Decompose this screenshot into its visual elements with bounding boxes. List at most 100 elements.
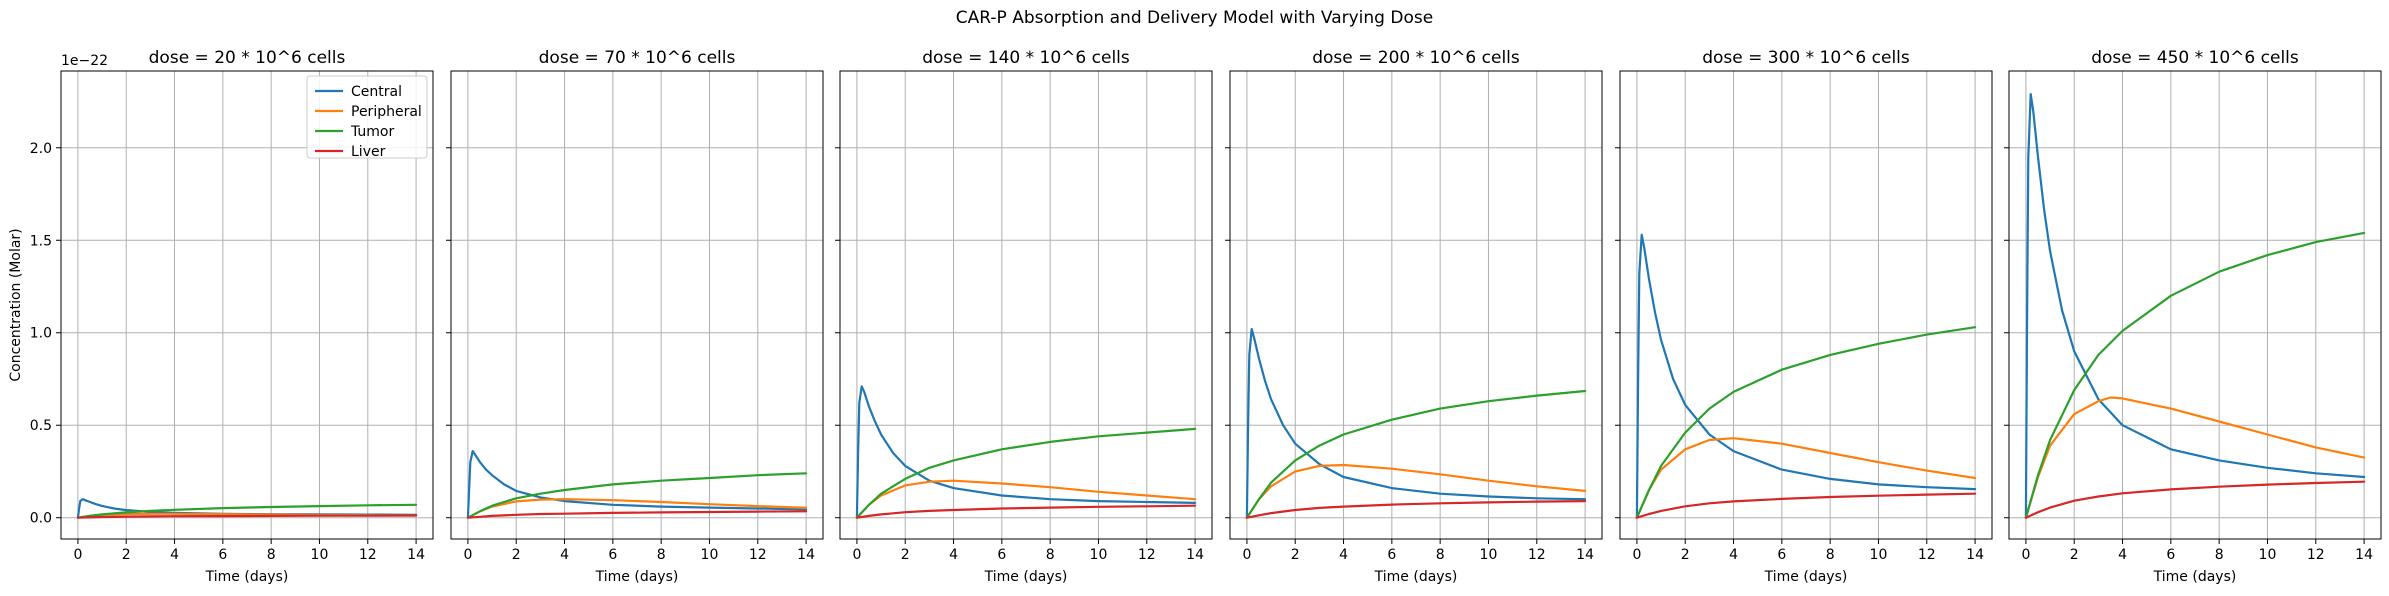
x-tick-label: 8 [2215, 547, 2224, 563]
x-tick-label: 0 [463, 547, 472, 563]
x-tick-label: 2 [2070, 547, 2079, 563]
y-tick-label: 1.5 [30, 233, 52, 249]
chart-panel-2: 0 2 4 6 8 10 12 14 dose = 70 * 10^6 cells Time (d… [446, 48, 824, 585]
x-tick-label: 10 [1480, 547, 1498, 563]
x-tick-label: 4 [949, 547, 958, 563]
x-tick-label: 6 [2166, 547, 2175, 563]
series-line-tumor [466, 472, 808, 519]
series-line-liver [2024, 480, 2366, 519]
x-tick-label: 4 [2118, 547, 2127, 563]
series-line-tumor [76, 503, 418, 519]
x-tick-label: 2 [901, 547, 910, 563]
x-tick-label: 12 [2307, 547, 2325, 563]
series-line-central [1635, 233, 1977, 519]
plot-frame [450, 70, 824, 540]
figure-title: CAR-P Absorption and Delivery Model with… [956, 8, 1433, 28]
x-tick-label: 10 [311, 547, 329, 563]
series-line-central [855, 385, 1197, 519]
x-tick-label: 8 [1046, 547, 1055, 563]
plot-frame [1229, 70, 1603, 540]
x-tick-label: 2 [512, 547, 521, 563]
gridlines [1230, 71, 1602, 539]
x-tick-label: 0 [73, 547, 82, 563]
x-tick-label: 4 [170, 547, 179, 563]
gridlines [840, 71, 1212, 539]
series-line-central [2024, 92, 2366, 519]
chart-panel-5: 0 2 4 6 8 10 12 14 dose = 300 * 10^6 cells Time (… [1615, 48, 1993, 585]
x-tick-label: 2 [1681, 547, 1690, 563]
series-line-liver [76, 514, 418, 519]
series-line-liver [466, 510, 808, 519]
x-tick-label: 12 [1528, 547, 1546, 563]
x-tick-label: 6 [218, 547, 227, 563]
gridlines [2009, 71, 2381, 539]
plot-frame [60, 70, 434, 540]
x-axis-label: Time (days) [205, 569, 289, 585]
panel-title: dose = 70 * 10^6 cells [539, 48, 736, 68]
series-line-peripheral [2024, 396, 2366, 519]
x-tick-label: 8 [657, 547, 666, 563]
series-line-peripheral [1245, 463, 1587, 519]
series-line-tumor [855, 427, 1197, 519]
y-tick-label: 0.0 [30, 511, 52, 527]
legend-label-peripheral: Peripheral [351, 104, 422, 120]
x-tick-label: 8 [1436, 547, 1445, 563]
panel-title: dose = 20 * 10^6 cells [149, 48, 346, 68]
series-line-central [1245, 327, 1587, 519]
x-axis-label: Time (days) [984, 569, 1068, 585]
x-tick-label: 0 [2021, 547, 2030, 563]
y-tick-label: 2.0 [30, 141, 52, 157]
x-tick-label: 10 [701, 547, 719, 563]
x-tick-label: 2 [122, 547, 131, 563]
x-tick-label: 14 [2355, 547, 2373, 563]
series-line-tumor [1245, 389, 1587, 519]
x-tick-label: 12 [749, 547, 767, 563]
x-tick-label: 12 [1138, 547, 1156, 563]
x-tick-label: 10 [2259, 547, 2277, 563]
legend-box [306, 75, 428, 159]
panel-title: dose = 200 * 10^6 cells [1312, 48, 1520, 68]
series-line-liver [1245, 500, 1587, 519]
x-axis-label: Time (days) [2153, 569, 2237, 585]
series-line-tumor [2024, 231, 2366, 519]
series-line-liver [1635, 492, 1977, 519]
panel-title: dose = 140 * 10^6 cells [922, 48, 1130, 68]
x-tick-label: 8 [267, 547, 276, 563]
x-tick-label: 14 [407, 547, 425, 563]
x-tick-label: 0 [1242, 547, 1251, 563]
x-tick-label: 14 [797, 547, 815, 563]
y-tick-label: 0.5 [30, 418, 52, 434]
series-line-central [466, 450, 808, 519]
legend-label-central: Central [351, 84, 402, 100]
x-tick-label: 10 [1090, 547, 1108, 563]
x-axis-label: Time (days) [595, 569, 679, 585]
x-tick-label: 0 [852, 547, 861, 563]
legend-label-liver: Liver [351, 144, 386, 160]
x-axis-label: Time (days) [1374, 569, 1458, 585]
x-axis-label: Time (days) [1764, 569, 1848, 585]
legend-label-tumor: Tumor [350, 124, 395, 140]
chart-panel-3: 0 2 4 6 8 10 12 14 dose = 140 * 10^6 cells Time (… [835, 48, 1213, 585]
x-tick-label: 14 [1576, 547, 1594, 563]
x-tick-label: 0 [1632, 547, 1641, 563]
y-tick-label: 1.0 [30, 326, 52, 342]
x-tick-label: 12 [359, 547, 377, 563]
series-line-liver [855, 504, 1197, 519]
x-tick-label: 12 [1918, 547, 1936, 563]
x-tick-label: 6 [997, 547, 1006, 563]
chart-panel-4: 0 2 4 6 8 10 12 14 dose = 200 * 10^6 cells Time (… [1225, 48, 1603, 585]
chart-panel-1: 0 2 4 6 8 10 12 14 0.0 0.5 1.0 1.5 2.0 dose = 20 * 10… [8, 48, 434, 585]
x-tick-label: 4 [1729, 547, 1738, 563]
series-line-tumor [1635, 326, 1977, 519]
gridlines [1620, 71, 1992, 539]
x-tick-label: 4 [1339, 547, 1348, 563]
y-axis-label: Concentration (Molar) [8, 228, 24, 381]
plot-frame [1619, 70, 1993, 540]
series-line-peripheral [1635, 437, 1977, 519]
chart-panel-6: 0 2 4 6 8 10 12 14 dose = 450 * 10^6 cells Time (… [2004, 48, 2382, 585]
plot-frame [839, 70, 1213, 540]
y-offset-text: 1e−22 [61, 53, 108, 69]
x-tick-label: 14 [1186, 547, 1204, 563]
